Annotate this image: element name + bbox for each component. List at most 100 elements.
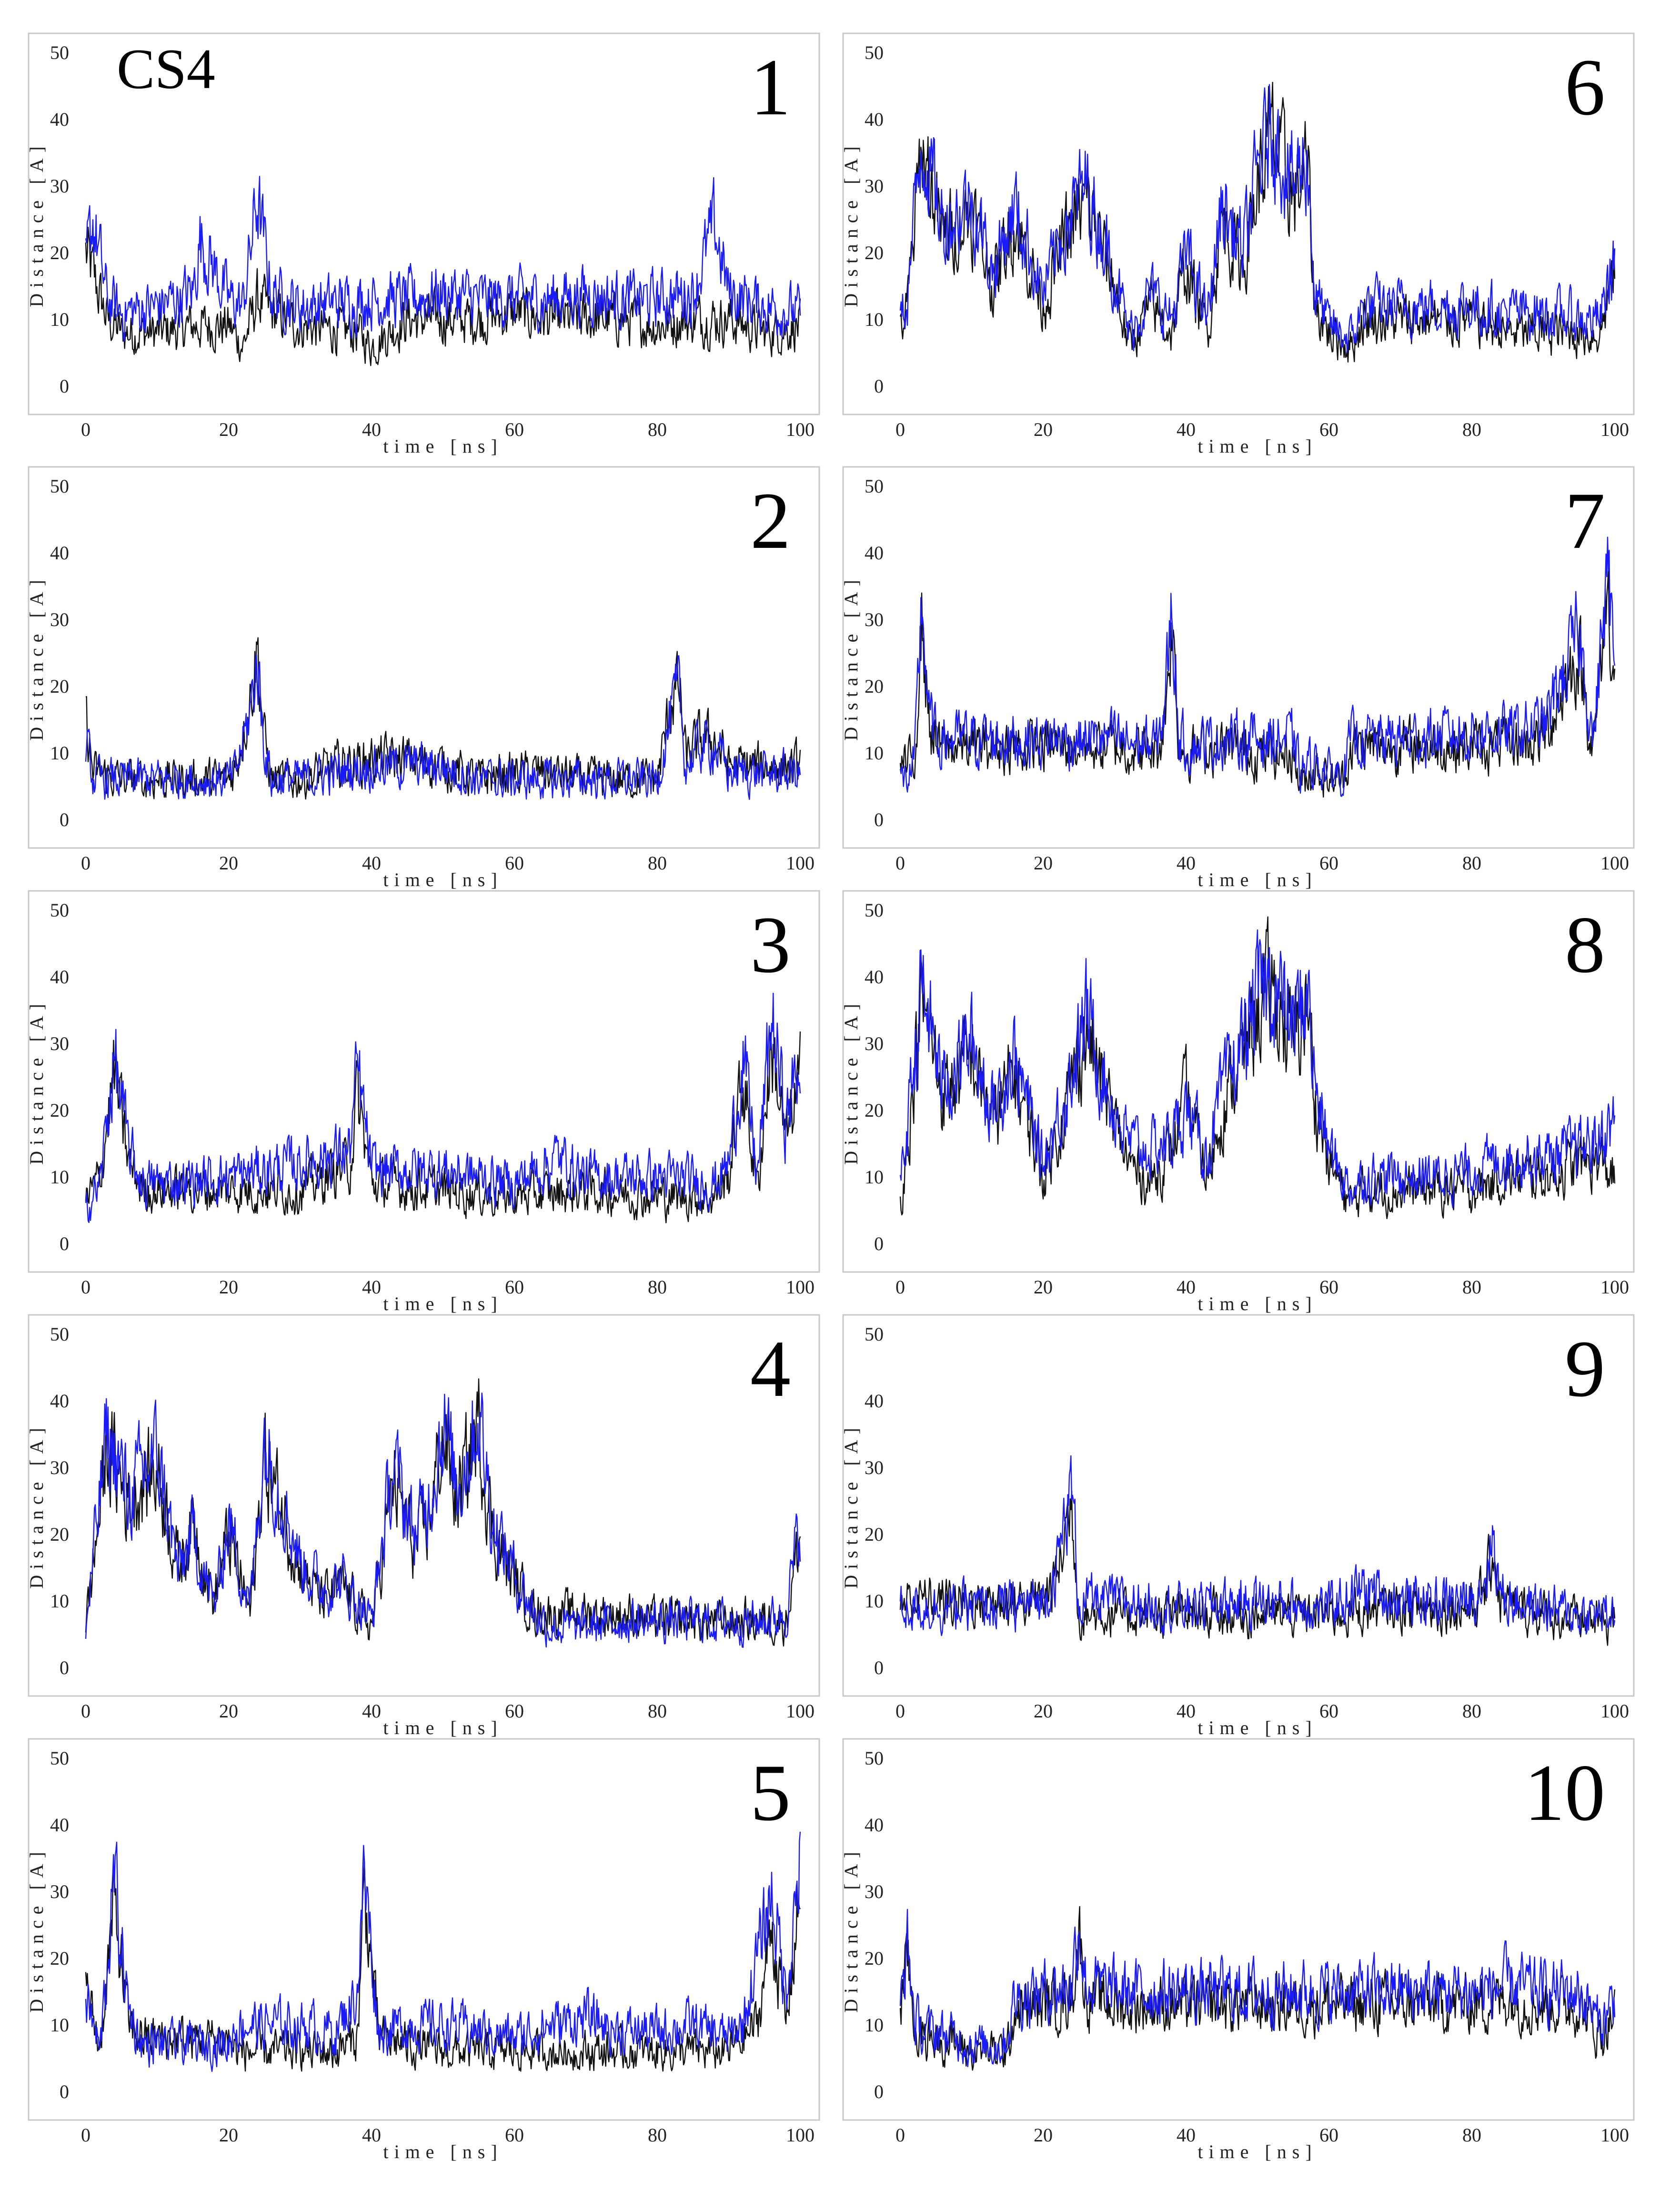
x-tick-label: 60 xyxy=(505,1700,524,1722)
panel-number: 9 xyxy=(1565,1324,1605,1414)
chart-panel-7: 0 10 20 30 40 50 0 20 40 60 80 100 time [ns] Distance… xyxy=(840,466,1635,890)
x-tick-label: 0 xyxy=(81,1700,91,1722)
y-tick-label: 40 xyxy=(865,1814,884,1836)
series-line-blue xyxy=(85,654,801,800)
series-line-blue xyxy=(899,536,1616,797)
y-tick-label: 40 xyxy=(865,966,884,988)
y-tick-label: 30 xyxy=(50,609,69,630)
x-tick-label: 0 xyxy=(81,2124,91,2146)
y-tick-label: 10 xyxy=(50,1166,69,1188)
series-line-black xyxy=(899,81,1616,363)
chart-panel-9: 0 10 20 30 40 50 0 20 40 60 80 100 time [ns] Distance… xyxy=(840,1314,1635,1738)
panel-frame xyxy=(28,32,820,415)
series-line-blue xyxy=(85,1393,801,1648)
x-tick-label: 0 xyxy=(895,852,905,874)
x-tick-label: 0 xyxy=(81,419,91,440)
x-tick-label: 60 xyxy=(505,1276,524,1298)
x-tick-label: 20 xyxy=(219,1276,238,1298)
x-tick-label: 40 xyxy=(362,1700,381,1722)
x-tick-label: 0 xyxy=(895,1700,905,1722)
x-tick-label: 80 xyxy=(648,419,667,440)
x-tick-label: 100 xyxy=(786,852,815,874)
y-tick-label: 20 xyxy=(50,1948,69,1969)
series-line-blue xyxy=(899,1908,1616,2068)
y-tick-label: 50 xyxy=(865,899,884,921)
y-tick-label: 20 xyxy=(865,1524,884,1545)
x-tick-label: 40 xyxy=(1177,1700,1196,1722)
series-line-blue xyxy=(85,1831,801,2072)
y-tick-label: 30 xyxy=(865,1881,884,1902)
x-tick-label: 100 xyxy=(1600,2124,1629,2146)
x-tick-label: 0 xyxy=(81,852,91,874)
panel-frame xyxy=(842,1314,1635,1697)
x-tick-label: 40 xyxy=(362,2124,381,2146)
x-tick-label: 20 xyxy=(1034,419,1053,440)
x-tick-label: 40 xyxy=(362,1276,381,1298)
x-tick-label: 80 xyxy=(1462,2124,1481,2146)
panel-frame xyxy=(842,1738,1635,2121)
y-axis-label: Distance [A] xyxy=(26,574,47,740)
y-axis-label: Distance [A] xyxy=(26,998,47,1164)
x-axis-label: time [ns] xyxy=(1197,435,1317,457)
x-tick-label: 100 xyxy=(786,2124,815,2146)
panel-number: 10 xyxy=(1524,1748,1605,1838)
y-tick-label: 50 xyxy=(50,1747,69,1769)
y-tick-label: 0 xyxy=(874,1657,884,1678)
y-tick-label: 0 xyxy=(874,2081,884,2102)
y-axis-label: Distance [A] xyxy=(26,1422,47,1588)
series-line-black xyxy=(899,1490,1616,1646)
panel-number: 1 xyxy=(750,42,791,132)
y-tick-label: 50 xyxy=(50,475,69,497)
x-tick-label: 40 xyxy=(362,419,381,440)
x-tick-label: 40 xyxy=(1177,2124,1196,2146)
x-tick-label: 80 xyxy=(648,2124,667,2146)
panel-number: 7 xyxy=(1565,476,1605,565)
series-line-blue xyxy=(899,1455,1616,1636)
y-tick-label: 0 xyxy=(60,809,69,830)
x-tick-label: 60 xyxy=(1319,2124,1338,2146)
y-tick-label: 0 xyxy=(60,1657,69,1678)
x-tick-label: 20 xyxy=(219,419,238,440)
chart-panel-6: 0 10 20 30 40 50 0 20 40 60 80 100 time [ns] Distance… xyxy=(840,32,1635,457)
y-tick-label: 50 xyxy=(50,1323,69,1345)
x-tick-label: 60 xyxy=(1319,1276,1338,1298)
chart-panel-5: 0 10 20 30 40 50 0 20 40 60 80 100 time [ns] Distance… xyxy=(26,1738,820,2162)
y-tick-label: 20 xyxy=(50,1100,69,1121)
chart-panel-10: 0 10 20 30 40 50 0 20 40 60 80 100 time [ns] Distance… xyxy=(840,1738,1635,2162)
y-tick-label: 40 xyxy=(50,109,69,130)
panel-number: 8 xyxy=(1565,900,1605,989)
x-tick-label: 20 xyxy=(1034,852,1053,874)
series-line-blue xyxy=(85,992,801,1223)
x-tick-label: 0 xyxy=(895,419,905,440)
x-axis-label: time [ns] xyxy=(1197,1293,1317,1314)
y-tick-label: 20 xyxy=(50,242,69,263)
panel-frame xyxy=(28,1314,820,1697)
x-tick-label: 0 xyxy=(895,1276,905,1298)
panel-number: 4 xyxy=(750,1324,791,1414)
chart-panel-4: 0 10 20 30 40 50 0 20 40 60 80 100 time [ns] Distance… xyxy=(26,1314,820,1738)
series-line-black xyxy=(899,1906,1616,2071)
x-tick-label: 20 xyxy=(1034,1700,1053,1722)
y-tick-label: 0 xyxy=(874,375,884,397)
chart-panel-8: 0 10 20 30 40 50 0 20 40 60 80 100 time [ns] Distance… xyxy=(840,890,1635,1314)
x-tick-label: 60 xyxy=(1319,852,1338,874)
x-axis-label: time [ns] xyxy=(383,869,503,890)
y-tick-label: 0 xyxy=(60,375,69,397)
series-line-blue xyxy=(899,84,1616,353)
x-tick-label: 80 xyxy=(1462,419,1481,440)
panel-frame xyxy=(842,32,1635,415)
y-tick-label: 20 xyxy=(865,1948,884,1969)
x-tick-label: 0 xyxy=(81,1276,91,1298)
panel-number: 3 xyxy=(750,900,791,989)
series-line-blue xyxy=(85,176,801,342)
chart-panel-1: 0 10 20 30 40 50 0 20 40 60 80 100 time [ns] Distance… xyxy=(26,32,820,457)
x-tick-label: 60 xyxy=(1319,419,1338,440)
y-tick-label: 50 xyxy=(865,1747,884,1769)
x-tick-label: 100 xyxy=(786,1700,815,1722)
y-tick-label: 20 xyxy=(865,242,884,263)
y-tick-label: 10 xyxy=(50,309,69,330)
x-tick-label: 20 xyxy=(219,1700,238,1722)
y-tick-label: 40 xyxy=(865,109,884,130)
x-tick-label: 80 xyxy=(648,852,667,874)
y-axis-label: Distance [A] xyxy=(840,1846,862,2012)
